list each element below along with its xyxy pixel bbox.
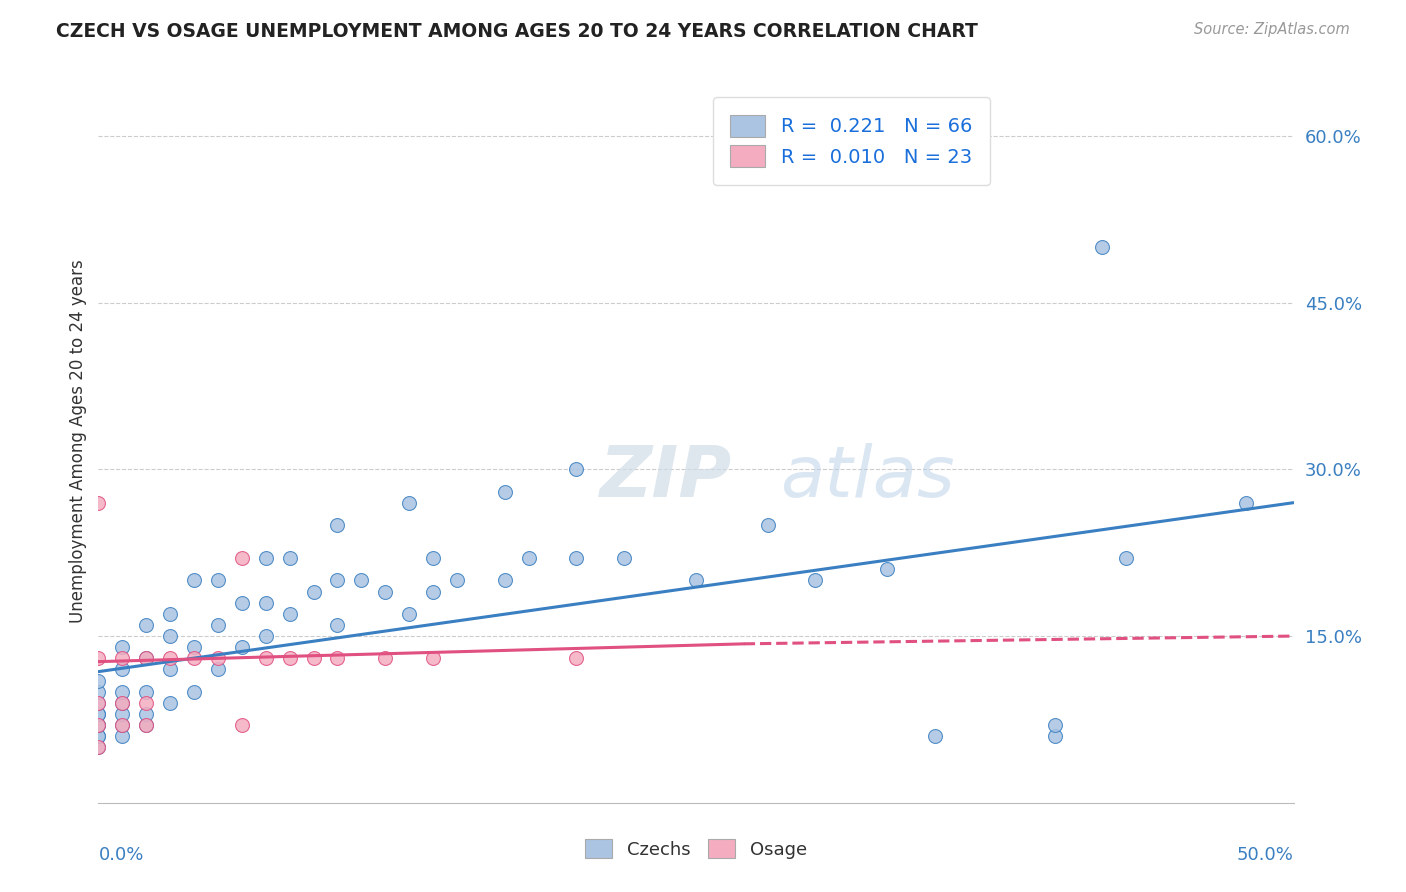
- Point: [1043, 729, 1066, 743]
- Point: [207, 574, 229, 588]
- Point: [111, 696, 134, 710]
- Point: [87, 718, 110, 732]
- Point: [135, 651, 157, 665]
- Point: [159, 662, 181, 676]
- Point: [278, 607, 301, 621]
- Point: [111, 696, 134, 710]
- Point: [87, 706, 110, 721]
- Point: [87, 718, 110, 732]
- Point: [422, 551, 444, 566]
- Point: [494, 574, 516, 588]
- Point: [111, 718, 134, 732]
- Point: [422, 651, 444, 665]
- Point: [183, 640, 205, 655]
- Point: [254, 629, 277, 643]
- Point: [326, 574, 349, 588]
- Point: [159, 696, 181, 710]
- Point: [446, 574, 468, 588]
- Text: atlas: atlas: [779, 443, 955, 512]
- Text: 50.0%: 50.0%: [1237, 847, 1294, 864]
- Point: [231, 640, 253, 655]
- Point: [326, 618, 349, 632]
- Point: [135, 718, 157, 732]
- Point: [231, 551, 253, 566]
- Point: [135, 718, 157, 732]
- Point: [111, 651, 134, 665]
- Point: [183, 651, 205, 665]
- Point: [87, 684, 110, 698]
- Point: [111, 662, 134, 676]
- Point: [374, 584, 396, 599]
- Point: [87, 696, 110, 710]
- Point: [756, 517, 779, 532]
- Point: [1234, 496, 1257, 510]
- Text: 0.0%: 0.0%: [98, 847, 143, 864]
- Point: [135, 651, 157, 665]
- Point: [111, 706, 134, 721]
- Point: [278, 551, 301, 566]
- Point: [326, 517, 349, 532]
- Text: Source: ZipAtlas.com: Source: ZipAtlas.com: [1194, 22, 1350, 37]
- Point: [87, 496, 110, 510]
- Point: [565, 551, 588, 566]
- Point: [159, 607, 181, 621]
- Point: [207, 651, 229, 665]
- Point: [326, 651, 349, 665]
- Point: [1091, 240, 1114, 254]
- Point: [87, 718, 110, 732]
- Point: [804, 574, 827, 588]
- Point: [87, 740, 110, 755]
- Text: CZECH VS OSAGE UNEMPLOYMENT AMONG AGES 20 TO 24 YEARS CORRELATION CHART: CZECH VS OSAGE UNEMPLOYMENT AMONG AGES 2…: [56, 22, 979, 41]
- Point: [374, 651, 396, 665]
- Point: [350, 574, 373, 588]
- Point: [685, 574, 707, 588]
- Point: [1115, 551, 1137, 566]
- Point: [135, 618, 157, 632]
- Point: [183, 574, 205, 588]
- Point: [207, 662, 229, 676]
- Y-axis label: Unemployment Among Ages 20 to 24 years: Unemployment Among Ages 20 to 24 years: [69, 260, 87, 624]
- Point: [254, 596, 277, 610]
- Point: [254, 551, 277, 566]
- Point: [87, 651, 110, 665]
- Point: [494, 484, 516, 499]
- Point: [111, 640, 134, 655]
- Point: [183, 684, 205, 698]
- Point: [87, 729, 110, 743]
- Point: [111, 729, 134, 743]
- Point: [398, 496, 420, 510]
- Point: [231, 718, 253, 732]
- Point: [111, 684, 134, 698]
- Point: [87, 740, 110, 755]
- Point: [876, 562, 898, 576]
- Point: [87, 706, 110, 721]
- Point: [422, 584, 444, 599]
- Point: [135, 696, 157, 710]
- Point: [87, 696, 110, 710]
- Point: [231, 596, 253, 610]
- Legend: Czechs, Osage: Czechs, Osage: [578, 832, 814, 866]
- Point: [302, 651, 325, 665]
- Point: [565, 462, 588, 476]
- Point: [302, 584, 325, 599]
- Point: [1043, 718, 1066, 732]
- Point: [924, 729, 946, 743]
- Point: [159, 629, 181, 643]
- Point: [159, 651, 181, 665]
- Point: [207, 618, 229, 632]
- Point: [135, 706, 157, 721]
- Point: [254, 651, 277, 665]
- Point: [87, 729, 110, 743]
- Point: [87, 673, 110, 688]
- Text: ZIP: ZIP: [600, 443, 733, 512]
- Point: [135, 684, 157, 698]
- Point: [111, 718, 134, 732]
- Point: [278, 651, 301, 665]
- Point: [398, 607, 420, 621]
- Point: [613, 551, 636, 566]
- Point: [565, 651, 588, 665]
- Point: [517, 551, 540, 566]
